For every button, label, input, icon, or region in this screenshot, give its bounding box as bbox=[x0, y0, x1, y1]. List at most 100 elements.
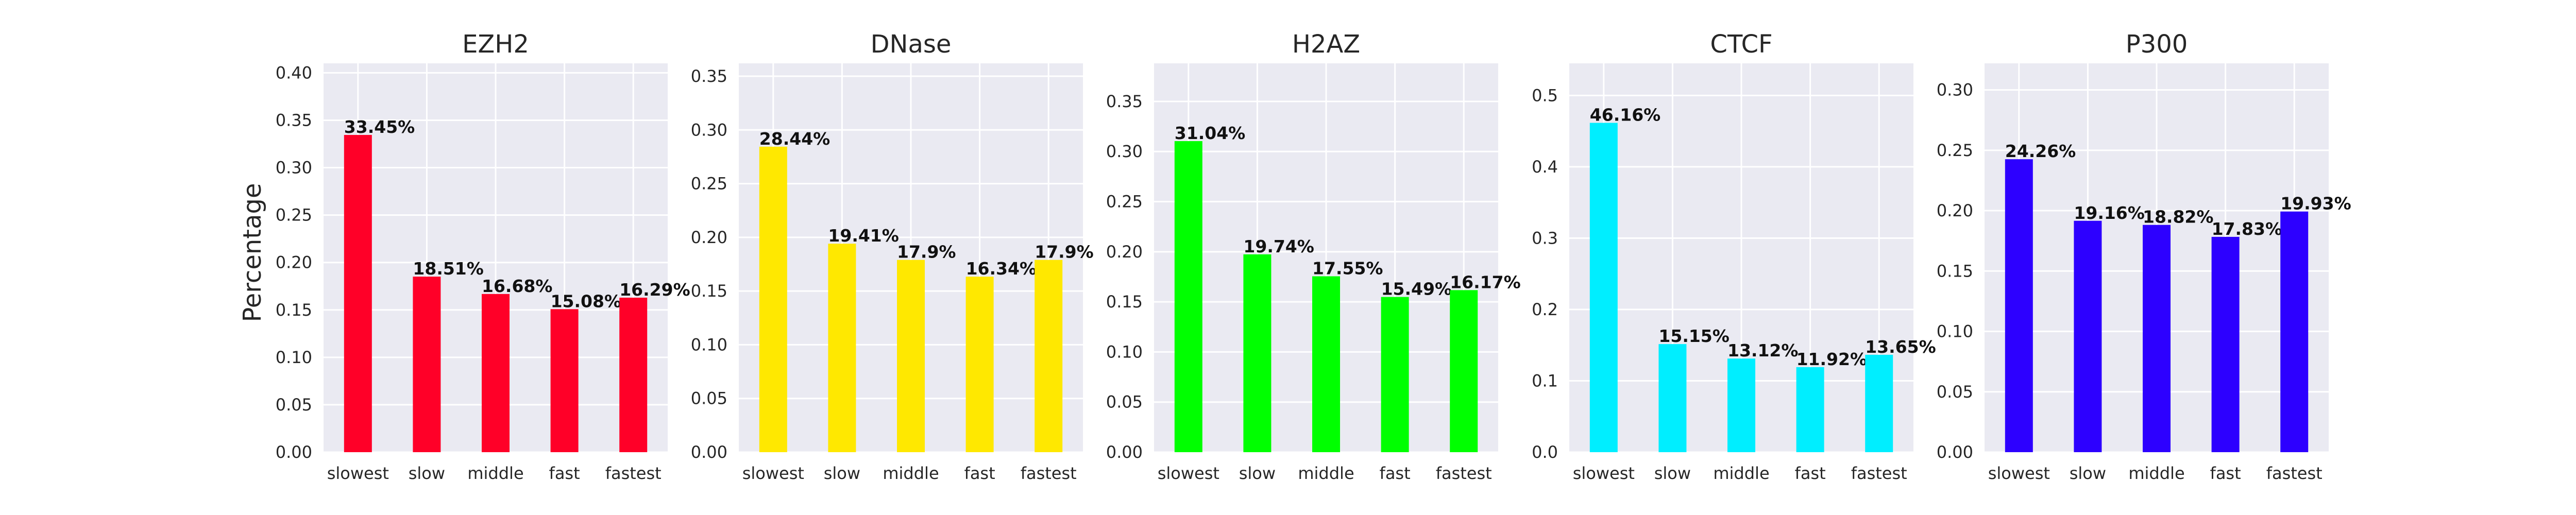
bar-data-label: 46.16% bbox=[1590, 105, 1660, 125]
bar-data-label: 16.17% bbox=[1450, 272, 1520, 292]
y-tick-label: 0.20 bbox=[691, 228, 727, 247]
x-tick-label: slowest bbox=[742, 464, 804, 483]
bar-slowest bbox=[344, 135, 372, 452]
bar-fast bbox=[965, 277, 994, 452]
bar-data-label: 15.15% bbox=[1658, 326, 1729, 346]
bar-data-label: 13.65% bbox=[1865, 337, 1936, 357]
bar-fastest bbox=[2280, 211, 2309, 452]
y-tick-label: 0.30 bbox=[691, 120, 727, 140]
chart-title: DNase bbox=[871, 30, 952, 59]
x-tick-label: middle bbox=[467, 464, 523, 483]
bar-data-label: 15.08% bbox=[551, 291, 621, 311]
bar-data-label: 28.44% bbox=[759, 129, 830, 149]
bar-data-label: 16.34% bbox=[966, 259, 1037, 279]
bar-data-label: 24.26% bbox=[2005, 141, 2076, 161]
bar-data-label: 18.82% bbox=[2143, 207, 2213, 227]
bar-data-label: 19.16% bbox=[2074, 203, 2144, 223]
bar-data-label: 18.51% bbox=[413, 259, 483, 279]
bar-data-label: 19.41% bbox=[828, 226, 899, 246]
y-tick-label: 0.35 bbox=[276, 110, 312, 130]
bar-middle bbox=[1312, 276, 1340, 452]
chart-title: EZH2 bbox=[462, 30, 529, 59]
y-tick-label: 0.25 bbox=[1937, 141, 1973, 160]
x-tick-label: slowest bbox=[1573, 464, 1635, 483]
y-tick-label: 0.1 bbox=[1532, 371, 1558, 390]
bar-data-label: 33.45% bbox=[344, 117, 415, 137]
x-tick-label: middle bbox=[1298, 464, 1354, 483]
x-tick-label: fast bbox=[1795, 464, 1826, 483]
x-tick-label: fast bbox=[964, 464, 995, 483]
x-tick-label: fastest bbox=[1851, 464, 1907, 483]
y-tick-label: 0.25 bbox=[276, 205, 312, 225]
x-tick-label: fast bbox=[2210, 464, 2241, 483]
y-tick-label: 0.05 bbox=[1106, 392, 1143, 412]
bar-data-label: 17.83% bbox=[2212, 219, 2282, 239]
bar-middle bbox=[482, 294, 510, 452]
bar-slowest bbox=[1589, 123, 1618, 453]
y-tick-label: 0.35 bbox=[691, 66, 727, 86]
bar-slowest bbox=[1174, 141, 1202, 452]
y-tick-label: 0.10 bbox=[1937, 322, 1973, 341]
x-tick-label: slow bbox=[409, 464, 445, 483]
x-tick-label: fastest bbox=[1021, 464, 1077, 483]
chart-panel-dnase: 0.00 0.05 0.10 0.15 0.20 0.25 0.30 0.35 28.44% sl… bbox=[691, 30, 1094, 483]
chart-title: CTCF bbox=[1710, 30, 1772, 59]
x-tick-label: slow bbox=[2070, 464, 2106, 483]
bar-fast bbox=[1796, 367, 1824, 452]
y-tick-label: 0.20 bbox=[1937, 201, 1973, 220]
bar-slow bbox=[1243, 254, 1272, 452]
y-tick-label: 0.25 bbox=[1106, 192, 1143, 212]
bar-data-label: 13.12% bbox=[1727, 340, 1798, 360]
bar-data-label: 16.29% bbox=[619, 280, 690, 300]
y-tick-label: 0.4 bbox=[1532, 157, 1558, 177]
bar-data-label: 11.92% bbox=[1797, 349, 1867, 369]
x-tick-label: fast bbox=[549, 464, 580, 483]
bar-fast bbox=[1381, 297, 1409, 452]
y-axis-label: Percentage bbox=[238, 183, 267, 322]
y-tick-label: 0.10 bbox=[1106, 342, 1143, 362]
bar-slow bbox=[828, 244, 856, 452]
x-tick-label: fastest bbox=[2266, 464, 2323, 483]
y-tick-label: 0.25 bbox=[691, 174, 727, 194]
x-tick-label: slow bbox=[824, 464, 860, 483]
chart-panel-ctcf: 0.0 0.1 0.2 0.3 0.4 0.5 46.16% slowest 15.15% slo… bbox=[1532, 30, 1936, 483]
bar-slow bbox=[413, 277, 441, 452]
bar-fast bbox=[550, 309, 579, 452]
bar-fastest bbox=[1450, 290, 1478, 452]
bar-data-label: 17.55% bbox=[1312, 258, 1383, 278]
x-tick-label: slowest bbox=[1988, 464, 2050, 483]
bar-slowest bbox=[759, 146, 787, 452]
bar-data-label: 16.68% bbox=[482, 276, 552, 296]
chart-panel-h2az: 0.00 0.05 0.10 0.15 0.20 0.25 0.30 0.35 31.04% sl… bbox=[1106, 30, 1521, 483]
bar-data-label: 17.9% bbox=[897, 242, 956, 262]
bar-middle bbox=[1727, 358, 1755, 452]
y-tick-label: 0.15 bbox=[1106, 292, 1143, 312]
x-tick-label: fastest bbox=[1436, 464, 1492, 483]
bar-middle bbox=[897, 260, 925, 452]
x-tick-label: middle bbox=[1713, 464, 1769, 483]
y-tick-label: 0.20 bbox=[1106, 242, 1143, 262]
y-tick-label: 0.15 bbox=[1937, 261, 1973, 281]
y-tick-label: 0.10 bbox=[691, 335, 727, 354]
y-tick-label: 0.00 bbox=[1106, 442, 1143, 462]
y-tick-label: 0.30 bbox=[276, 158, 312, 178]
x-tick-label: middle bbox=[2128, 464, 2184, 483]
y-tick-label: 0.3 bbox=[1532, 228, 1558, 248]
bar-fastest bbox=[1865, 354, 1893, 452]
bar-fast bbox=[2211, 236, 2240, 452]
x-tick-label: slow bbox=[1654, 464, 1691, 483]
y-tick-label: 0.30 bbox=[1937, 80, 1973, 100]
x-tick-label: slowest bbox=[327, 464, 389, 483]
chart-panel-ezh2: 0.00 0.05 0.10 0.15 0.20 0.25 0.30 0.35 0.40 33.4… bbox=[238, 30, 690, 483]
bar-data-label: 19.74% bbox=[1243, 236, 1314, 256]
y-tick-label: 0.05 bbox=[276, 395, 312, 415]
bar-data-label: 19.93% bbox=[2280, 194, 2351, 214]
y-tick-label: 0.05 bbox=[1937, 382, 1973, 402]
bar-data-label: 17.9% bbox=[1035, 242, 1094, 262]
chart-panel-p300: 0.00 0.05 0.10 0.15 0.20 0.25 0.30 24.26% slowes… bbox=[1937, 30, 2351, 483]
x-tick-label: fastest bbox=[605, 464, 662, 483]
y-tick-label: 0.40 bbox=[276, 63, 312, 82]
x-tick-label: slowest bbox=[1158, 464, 1219, 483]
y-tick-label: 0.5 bbox=[1532, 85, 1558, 105]
